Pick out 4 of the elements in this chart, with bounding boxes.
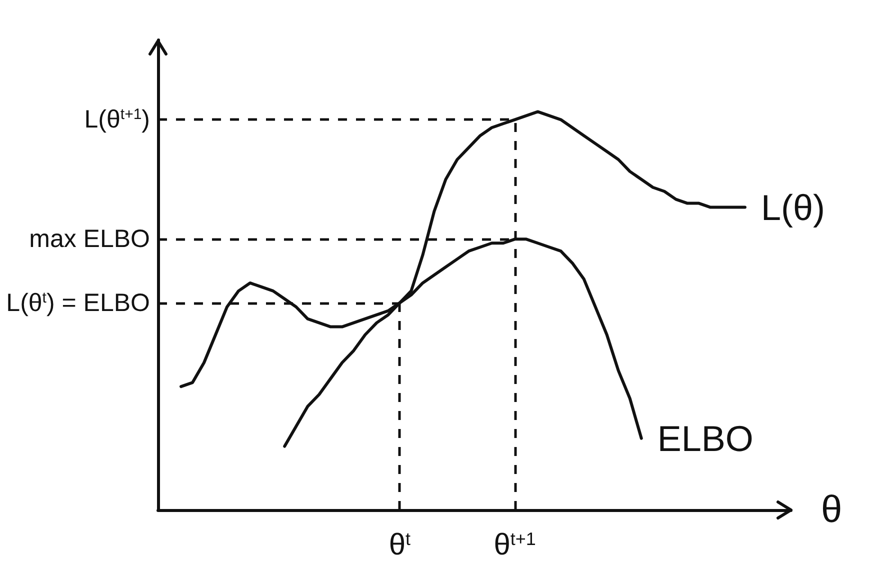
ref-line-label: max ELBO [29, 225, 150, 254]
x-axis-title: θ [821, 489, 842, 531]
series-label: L(θ) [760, 186, 825, 228]
series-label: ELBO [657, 418, 754, 459]
